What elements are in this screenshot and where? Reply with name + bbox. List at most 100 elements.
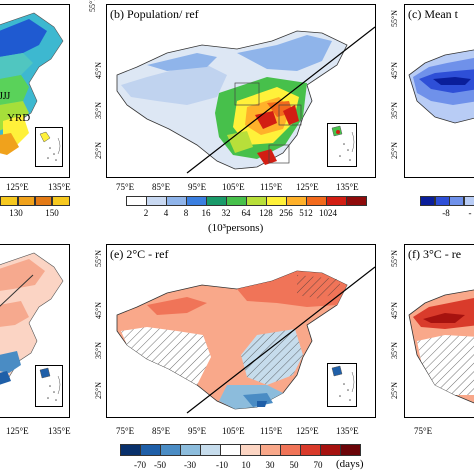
panel-e-ytick-45: 45°N — [93, 302, 103, 319]
map-e-2c-change — [116, 266, 375, 414]
panel-a-map: JJJ YRD — [0, 4, 70, 178]
colorbar-b-tick-4: 4 — [163, 208, 169, 218]
south-china-sea-inset-b — [327, 123, 357, 167]
panel-c-ytick-55: 55°N — [389, 10, 399, 27]
colorbar-c — [420, 196, 474, 206]
map-f-3c-change — [408, 289, 474, 404]
colorbar-e-tick-neg70: -70 — [134, 460, 146, 470]
colorbar-b-unit: (10³persons) — [208, 222, 264, 234]
panel-a-xtick-135: 135°E — [48, 182, 71, 192]
colorbar-cell — [186, 196, 207, 206]
south-china-sea-inset-d — [35, 365, 63, 407]
panel-b-xtick-85: 85°E — [152, 182, 171, 192]
colorbar-cell — [306, 196, 327, 206]
colorbar-b-tick-16: 16 — [201, 208, 211, 218]
colorbar-e-tick-50: 50 — [289, 460, 299, 470]
colorbar-e-tick-10: 10 — [241, 460, 251, 470]
inset-e-map — [331, 365, 355, 401]
panel-b-xtick-125: 125°E — [296, 182, 319, 192]
panel-e-xtick-95: 95°E — [188, 426, 207, 436]
panel-b-xtick-135: 135°E — [336, 182, 359, 192]
colorbar-b-tick-512: 512 — [299, 208, 313, 218]
colorbar-e-tick-neg30: -30 — [184, 460, 196, 470]
colorbar-cell — [420, 196, 435, 206]
colorbar-cell — [206, 196, 227, 206]
colorbar-cell — [320, 444, 341, 456]
panel-b-ytick-45: 45°N — [93, 62, 103, 79]
panel-d-map — [0, 244, 70, 418]
colorbar-b-tick-64: 64 — [241, 208, 251, 218]
colorbar-cell — [246, 196, 267, 206]
colorbar-cell — [280, 444, 301, 456]
colorbar-e-tick-neg50: -50 — [154, 460, 166, 470]
panel-b-xtick-75: 75°E — [116, 182, 135, 192]
panel-e-map: (e) 2°C - ref — [106, 244, 376, 418]
panel-c-title: (c) Mean t — [408, 7, 458, 21]
colorbar-b-tick-256: 256 — [279, 208, 293, 218]
panel-d-xtick-135: 135°E — [48, 426, 71, 436]
south-china-sea-inset-a — [35, 127, 63, 167]
panel-f-ytick-25: 25°N — [389, 382, 399, 399]
colorbar-b-tick-1024: 1024 — [319, 208, 337, 218]
panel-c-ytick-35: 35°N — [389, 102, 399, 119]
panel-b-ytick-35: 35°N — [93, 102, 103, 119]
colorbar-a-tick-130: 130 — [9, 208, 23, 218]
colorbar-cell — [180, 444, 201, 456]
colorbar-b-tick-32: 32 — [221, 208, 231, 218]
panel-f-title: (f) 3°C - re — [408, 247, 462, 261]
colorbar-cell — [226, 196, 247, 206]
map-b-population — [116, 26, 375, 174]
colorbar-cell — [340, 444, 361, 456]
inset-b-map — [331, 125, 355, 161]
colorbar-cell — [463, 196, 474, 206]
colorbar-cell — [260, 444, 281, 456]
panel-f-xtick-75: 75°E — [414, 426, 433, 436]
colorbar-cell — [166, 196, 187, 206]
panel-b-map: (b) Population/ ref — [106, 4, 376, 178]
colorbar-cell — [220, 444, 241, 456]
panel-b-xtick-95: 95°E — [188, 182, 207, 192]
colorbar-e-tick-30: 30 — [265, 460, 275, 470]
panel-f-ytick-55: 55°N — [389, 250, 399, 267]
colorbar-cell — [126, 196, 147, 206]
region-label-jjj: JJJ — [0, 91, 11, 102]
colorbar-cell — [146, 196, 167, 206]
panel-b-xtick-115: 115°E — [260, 182, 283, 192]
panel-e-ytick-35: 35°N — [93, 342, 103, 359]
colorbar-b — [126, 196, 367, 206]
panel-b-ytick-25: 25°N — [93, 142, 103, 159]
region-label-yrd: YRD — [7, 112, 31, 124]
colorbar-e-tick-70: 70 — [313, 460, 323, 470]
colorbar-b-tick-2: 2 — [143, 208, 149, 218]
colorbar-a-tick-150: 150 — [45, 208, 59, 218]
colorbar-b-tick-8: 8 — [183, 208, 189, 218]
panel-c-ytick-45: 45°N — [389, 62, 399, 79]
colorbar-cell — [240, 444, 261, 456]
panel-d-xtick-125: 125°E — [6, 426, 29, 436]
colorbar-c-tick-neg8: -8 — [442, 208, 450, 218]
panel-f-map: (f) 3°C - re — [404, 244, 474, 418]
panel-e-xtick-135: 135°E — [336, 426, 359, 436]
inset-d-map — [39, 367, 61, 401]
panel-e-xtick-105: 105°E — [222, 426, 245, 436]
panel-b-ytick-55: 55°N — [88, 0, 97, 12]
panel-e-xtick-85: 85°E — [152, 426, 171, 436]
panel-e-ytick-25: 25°N — [93, 382, 103, 399]
panel-e-xtick-115: 115°E — [260, 426, 283, 436]
colorbar-cell — [300, 444, 321, 456]
colorbar-cell — [266, 196, 287, 206]
panel-e-title: (e) 2°C - ref — [110, 247, 169, 261]
colorbar-cell — [434, 196, 450, 206]
colorbar-cell — [120, 444, 141, 456]
panel-e-ytick-55: 55°N — [93, 250, 103, 267]
south-china-sea-inset-e — [327, 363, 357, 407]
panel-c-map: (c) Mean t — [404, 4, 474, 178]
colorbar-a — [0, 196, 70, 206]
panel-c-ytick-25: 25°N — [389, 142, 399, 159]
panel-f-ytick-45: 45°N — [389, 302, 399, 319]
colorbar-cell — [200, 444, 221, 456]
colorbar-cell — [286, 196, 307, 206]
map-a — [0, 12, 64, 155]
map-d — [0, 252, 64, 385]
panel-b-xtick-105: 105°E — [222, 182, 245, 192]
